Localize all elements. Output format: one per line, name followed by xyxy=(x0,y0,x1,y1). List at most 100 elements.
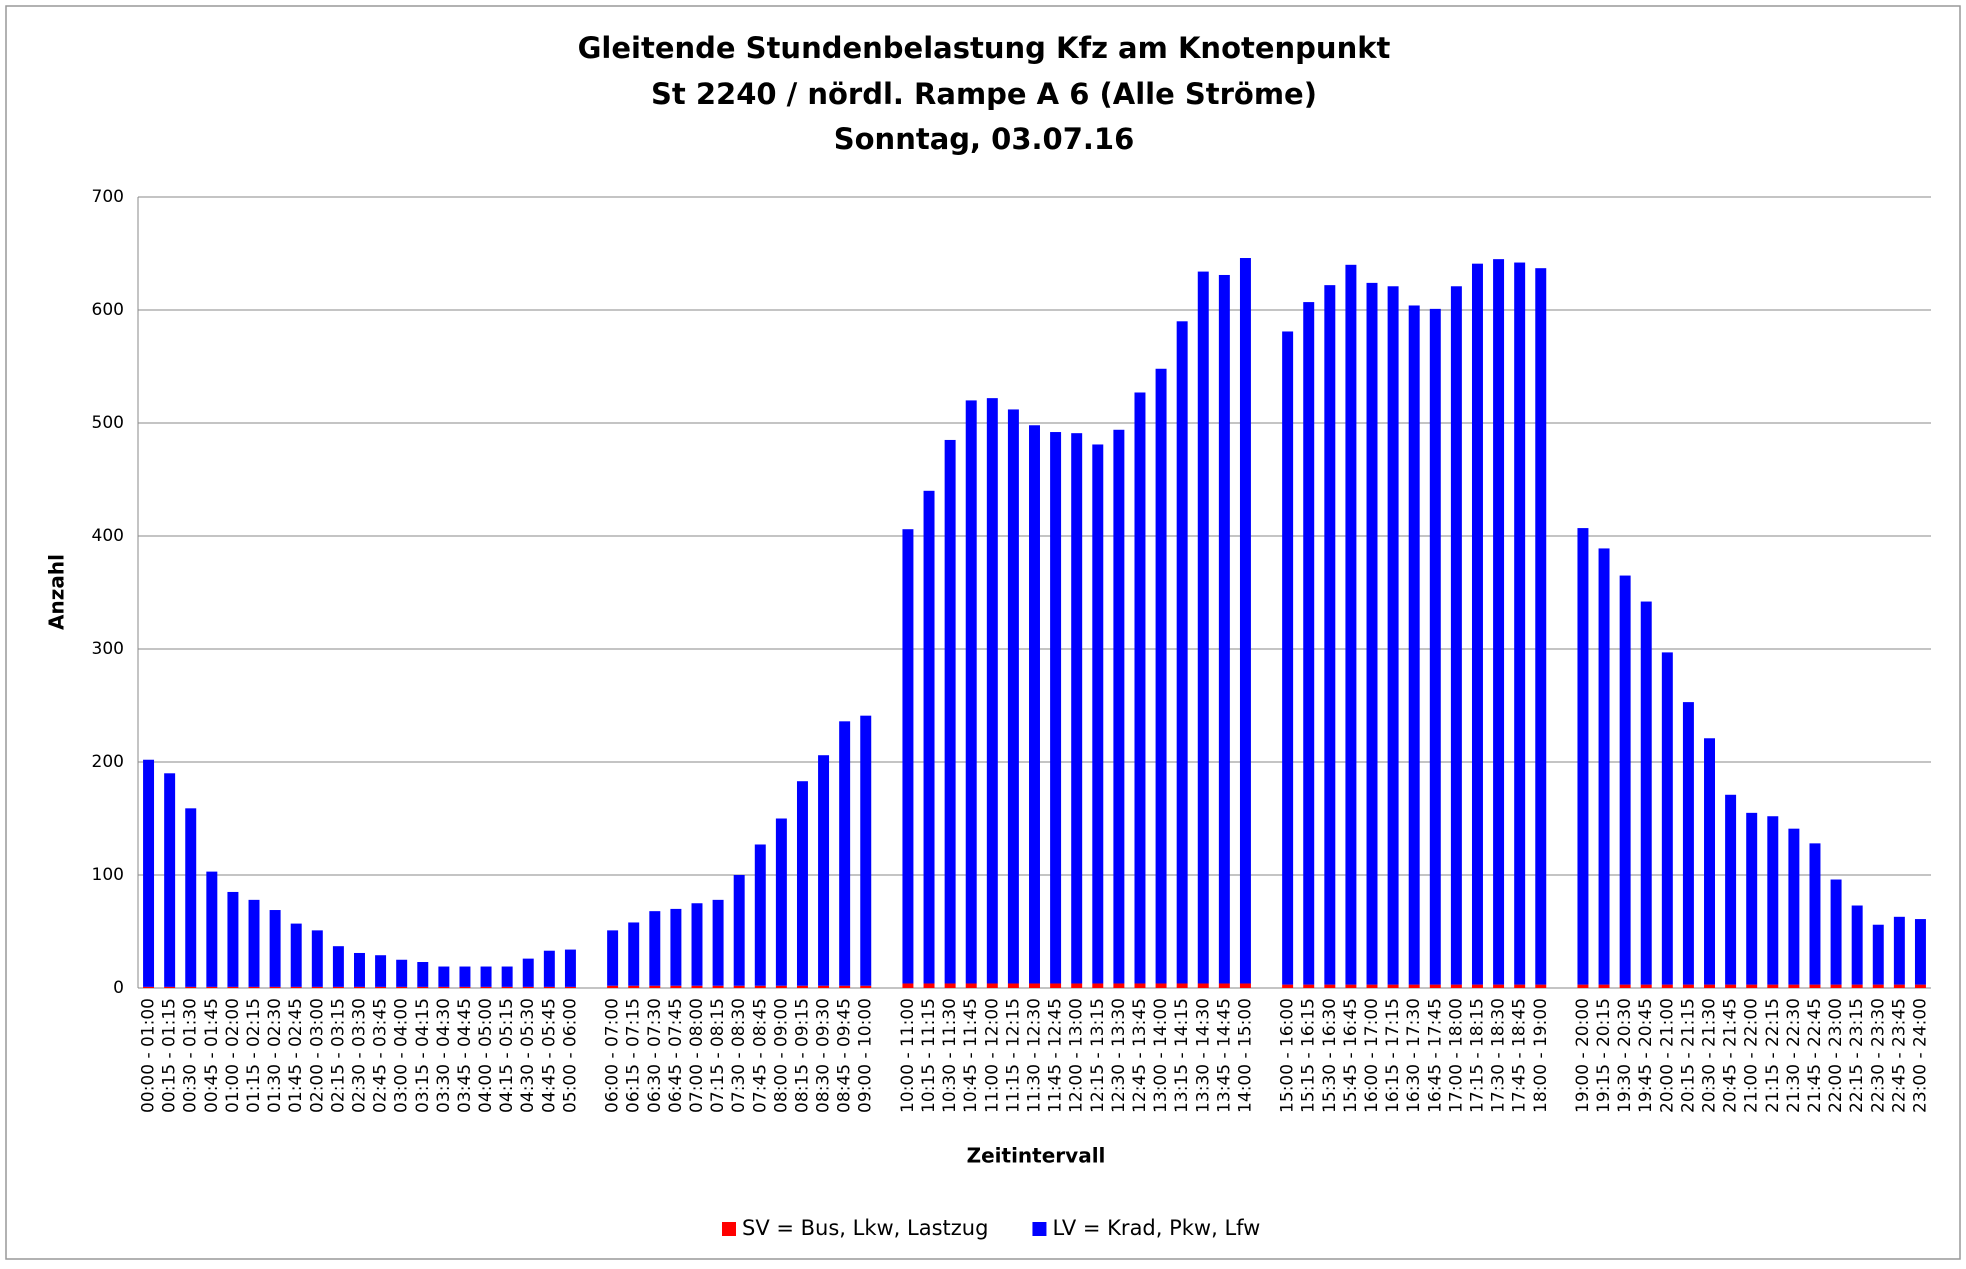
bar xyxy=(607,985,619,988)
x-tick-label: 17:45 - 18:45 xyxy=(1510,998,1530,1113)
bar xyxy=(543,950,555,987)
bar xyxy=(818,985,830,988)
bar xyxy=(839,985,851,988)
bar xyxy=(1071,983,1083,988)
x-tick-label: 19:00 - 20:00 xyxy=(1573,998,1593,1113)
x-tick-label: 12:15 - 13:15 xyxy=(1088,998,1108,1113)
bar xyxy=(1493,259,1505,985)
bar xyxy=(902,983,914,988)
bar xyxy=(248,986,260,988)
legend-label: LV = Krad, Pkw, Lfw xyxy=(1052,1216,1260,1240)
y-tick-label: 200 xyxy=(92,752,124,772)
x-tick-label: 08:45 - 09:45 xyxy=(835,998,855,1113)
x-tick-label: 20:30 - 21:30 xyxy=(1700,998,1720,1113)
bar xyxy=(1767,984,1779,988)
bar xyxy=(1218,274,1230,984)
bar xyxy=(1450,984,1462,988)
bar xyxy=(670,908,682,986)
x-tick-label: 11:45 - 12:45 xyxy=(1046,998,1066,1113)
bar xyxy=(923,490,935,984)
bar xyxy=(1134,983,1146,988)
bar xyxy=(396,986,408,988)
bar xyxy=(438,986,450,988)
x-tick-label: 10:30 - 11:30 xyxy=(940,998,960,1113)
bar xyxy=(1725,984,1737,988)
bar xyxy=(1619,575,1631,985)
bar xyxy=(354,986,365,988)
x-tick-label: 06:45 - 07:45 xyxy=(666,998,686,1113)
x-tick-label: 03:00 - 04:00 xyxy=(392,998,412,1113)
x-tick-label: 19:30 - 20:30 xyxy=(1615,998,1635,1113)
bar xyxy=(1514,262,1526,985)
x-tick-label: 08:15 - 09:15 xyxy=(792,998,812,1113)
bar xyxy=(607,930,619,986)
x-tick-label: 00:15 - 01:15 xyxy=(160,998,180,1113)
bar xyxy=(480,966,492,987)
x-tick-label: 04:15 - 05:15 xyxy=(497,998,517,1113)
bar xyxy=(227,986,239,988)
x-tick-label: 08:00 - 09:00 xyxy=(771,998,791,1113)
bar xyxy=(775,985,787,988)
x-tick-label: 02:15 - 03:15 xyxy=(328,998,348,1113)
bar xyxy=(1598,984,1610,988)
x-tick-label: 07:30 - 08:30 xyxy=(729,998,749,1113)
bar xyxy=(480,986,492,988)
bar xyxy=(1535,268,1547,985)
x-tick-label: 04:45 - 05:45 xyxy=(539,998,559,1113)
bar xyxy=(691,985,703,988)
bar xyxy=(1704,738,1715,985)
x-tick-label: 07:15 - 08:15 xyxy=(708,998,728,1113)
y-tick-label: 0 xyxy=(113,978,124,998)
x-tick-label: 20:00 - 21:00 xyxy=(1657,998,1677,1113)
x-tick-label: 17:15 - 18:15 xyxy=(1467,998,1487,1113)
bar xyxy=(1661,652,1673,985)
bar xyxy=(1387,984,1399,988)
x-tick-label: 15:15 - 16:15 xyxy=(1299,998,1319,1113)
bar xyxy=(501,986,513,988)
x-tick-label: 22:30 - 23:30 xyxy=(1868,998,1888,1113)
bar xyxy=(1303,984,1315,988)
bar xyxy=(206,871,218,987)
x-tick-label: 17:30 - 18:30 xyxy=(1489,998,1509,1113)
x-tick-label: 17:00 - 18:00 xyxy=(1446,998,1466,1113)
bar xyxy=(1872,924,1884,985)
x-tick-label: 01:45 - 02:45 xyxy=(286,998,306,1113)
x-tick-label: 03:30 - 04:30 xyxy=(434,998,454,1113)
bar xyxy=(1071,433,1083,984)
x-tick-label: 16:15 - 17:15 xyxy=(1383,998,1403,1113)
bar xyxy=(1134,392,1146,984)
x-tick-label: 02:00 - 03:00 xyxy=(307,998,327,1113)
bar xyxy=(564,986,576,988)
x-tick-label: 16:30 - 17:30 xyxy=(1404,998,1424,1113)
bar xyxy=(417,986,429,988)
bar xyxy=(1007,983,1019,988)
bar xyxy=(1830,879,1842,985)
bar xyxy=(1450,286,1462,985)
bar xyxy=(1851,905,1863,985)
bar xyxy=(1239,983,1251,988)
x-tick-label: 01:30 - 02:30 xyxy=(265,998,285,1113)
x-tick-label: 04:00 - 05:00 xyxy=(476,998,496,1113)
x-tick-label: 13:45 - 14:45 xyxy=(1214,998,1234,1113)
bar xyxy=(1176,321,1188,984)
x-tick-label: 13:00 - 14:00 xyxy=(1151,998,1171,1113)
bar xyxy=(1893,916,1905,985)
x-tick-label: 19:45 - 20:45 xyxy=(1636,998,1656,1113)
bar xyxy=(1050,432,1062,984)
bar xyxy=(1282,331,1294,985)
bar xyxy=(311,930,323,987)
bar xyxy=(1408,305,1420,985)
bar xyxy=(1029,425,1040,984)
x-tick-label: 22:15 - 23:15 xyxy=(1847,998,1867,1113)
bar xyxy=(332,986,344,988)
chart-title: Sonntag, 03.07.16 xyxy=(834,122,1135,156)
x-tick-label: 11:15 - 12:15 xyxy=(1003,998,1023,1113)
x-tick-label: 11:00 - 12:00 xyxy=(982,998,1002,1113)
bar xyxy=(564,949,576,987)
bar xyxy=(1682,702,1694,985)
x-tick-label: 00:30 - 01:30 xyxy=(181,998,201,1113)
bar xyxy=(522,986,534,988)
bar xyxy=(1640,601,1652,985)
bar xyxy=(1429,984,1441,988)
